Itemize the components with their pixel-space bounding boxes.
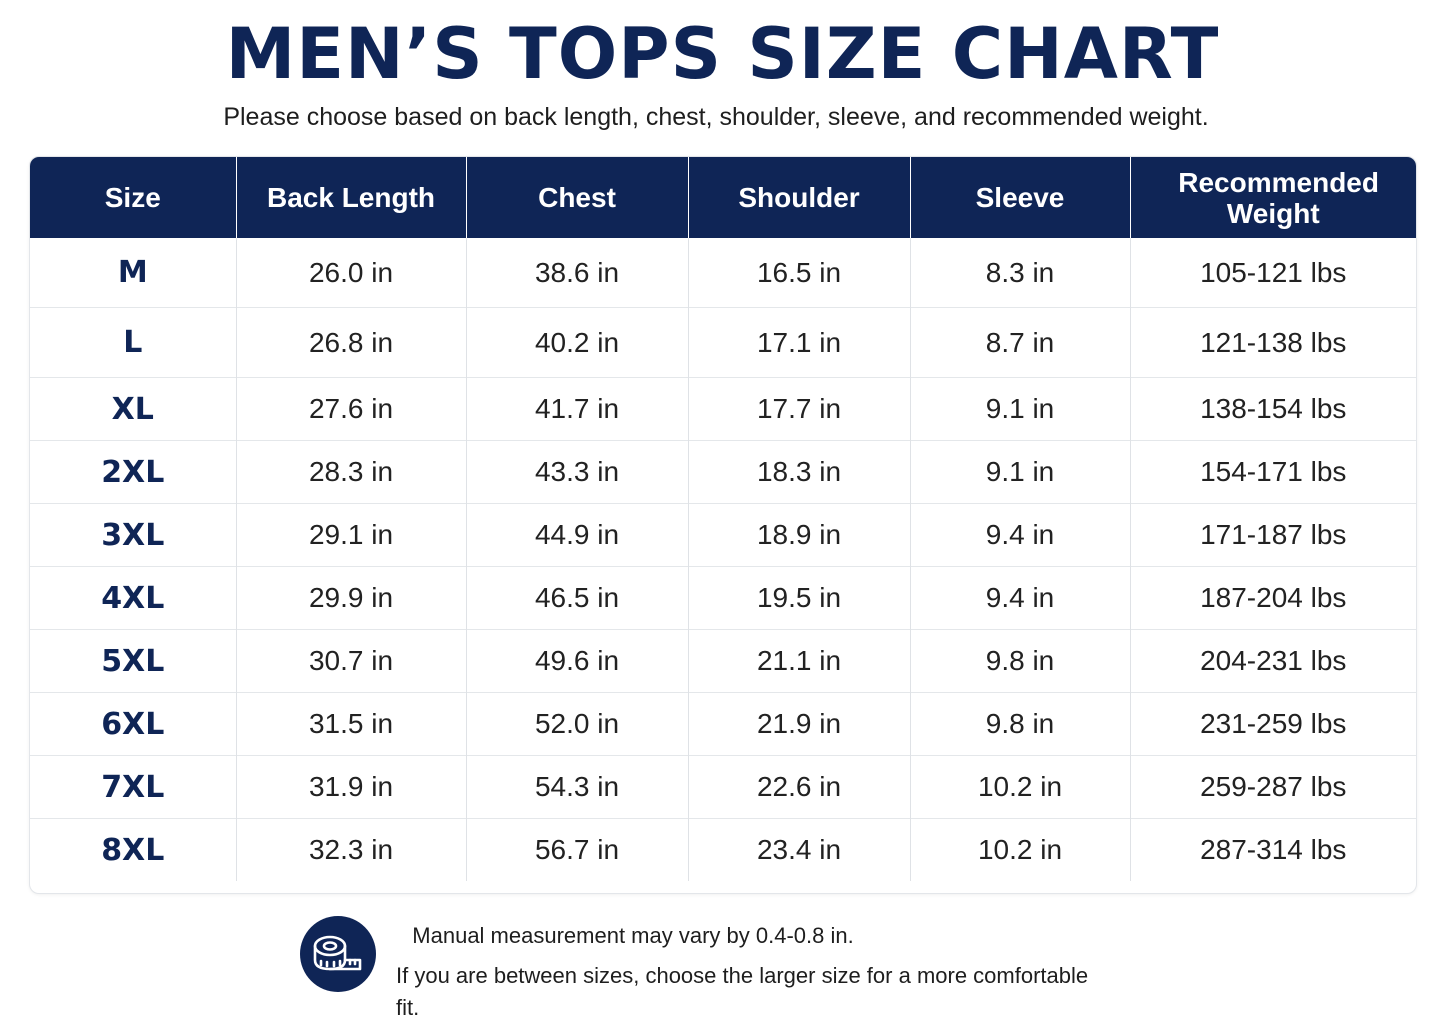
cell-chest: 56.7 in [465, 818, 688, 881]
measurement-note: Manual measurement may vary by 0.4-0.8 i… [412, 923, 854, 948]
cell-recommended-weight: 105-121 lbs [1129, 238, 1416, 308]
cell-size: 8XL [30, 818, 236, 881]
cell-recommended-weight: 231-259 lbs [1129, 692, 1416, 756]
cell-back-length: 26.8 in [235, 307, 466, 378]
table-row: 5XL 30.7 in 49.6 in 21.1 in 9.8 in 204-231 lb… [30, 629, 1416, 693]
cell-back-length: 27.6 in [235, 377, 466, 441]
table-body: M 26.0 in 38.6 in 16.5 in 8.3 in 105-121 lbs L… [30, 238, 1416, 881]
header-sleeve: Sleeve [909, 157, 1130, 238]
cell-recommended-weight: 259-287 lbs [1129, 755, 1416, 819]
cell-back-length: 29.9 in [235, 566, 466, 630]
header-chest: Chest [465, 157, 688, 238]
cell-chest: 54.3 in [465, 755, 688, 819]
header-size: Size [30, 157, 236, 238]
cell-sleeve: 10.2 in [909, 818, 1130, 881]
cell-chest: 41.7 in [465, 377, 688, 441]
cell-shoulder: 16.5 in [687, 238, 910, 308]
cell-sleeve: 9.1 in [909, 377, 1130, 441]
cell-sleeve: 8.3 in [909, 238, 1130, 308]
cell-sleeve: 9.4 in [909, 503, 1130, 567]
header-row: Size Back Length Chest Shoulder Sleeve R… [30, 157, 1416, 238]
cell-recommended-weight: 154-171 lbs [1129, 440, 1416, 504]
cell-sleeve: 9.8 in [909, 692, 1130, 756]
cell-chest: 43.3 in [465, 440, 688, 504]
table-row: 6XL 31.5 in 52.0 in 21.9 in 9.8 in 231-259 lb… [30, 692, 1416, 756]
cell-chest: 44.9 in [465, 503, 688, 567]
table-row: 3XL 29.1 in 44.9 in 18.9 in 9.4 in 171-187 lb… [30, 503, 1416, 567]
cell-size: 5XL [30, 629, 236, 693]
cell-shoulder: 19.5 in [687, 566, 910, 630]
cell-shoulder: 21.9 in [687, 692, 910, 756]
cell-shoulder: 22.6 in [687, 755, 910, 819]
cell-chest: 49.6 in [465, 629, 688, 693]
cell-shoulder: 21.1 in [687, 629, 910, 693]
cell-chest: 38.6 in [465, 238, 688, 308]
cell-size: 4XL [30, 566, 236, 630]
table-row: 2XL 28.3 in 43.3 in 18.3 in 9.1 in 154-171 lb… [30, 440, 1416, 504]
table-row: L 26.8 in 40.2 in 17.1 in 8.7 in 121-138 lbs [30, 307, 1416, 378]
header-back-length: Back Length [235, 157, 466, 238]
cell-size: XL [30, 377, 236, 441]
cell-recommended-weight: 287-314 lbs [1129, 818, 1416, 881]
cell-shoulder: 17.7 in [687, 377, 910, 441]
cell-back-length: 28.3 in [235, 440, 466, 504]
cell-back-length: 32.3 in [235, 818, 466, 881]
size-chart-table: Size Back Length Chest Shoulder Sleeve R… [30, 157, 1416, 881]
cell-size: 7XL [30, 755, 236, 819]
cell-shoulder: 17.1 in [687, 307, 910, 378]
header-recommended-weight-label: Recommended Weight [1178, 166, 1379, 229]
measuring-tape-icon [300, 916, 376, 992]
table-header: Size Back Length Chest Shoulder Sleeve R… [30, 157, 1416, 238]
cell-back-length: 26.0 in [235, 238, 466, 308]
cell-size: L [30, 307, 236, 378]
cell-size: 3XL [30, 503, 236, 567]
cell-chest: 52.0 in [465, 692, 688, 756]
header-shoulder: Shoulder [687, 157, 910, 238]
cell-shoulder: 18.9 in [687, 503, 910, 567]
cell-sleeve: 8.7 in [909, 307, 1130, 378]
cell-sleeve: 9.1 in [909, 440, 1130, 504]
table-row: M 26.0 in 38.6 in 16.5 in 8.3 in 105-121 lbs [30, 238, 1416, 308]
cell-sleeve: 10.2 in [909, 755, 1130, 819]
table-row: 4XL 29.9 in 46.5 in 19.5 in 9.4 in 187-204 lb… [30, 566, 1416, 630]
table-row: 8XL 32.3 in 56.7 in 23.4 in 10.2 in 287-314 l… [30, 818, 1416, 881]
page-title: MEN’S TOPS SIZE CHART [225, 13, 1220, 95]
cell-size: 2XL [30, 440, 236, 504]
cell-recommended-weight: 187-204 lbs [1129, 566, 1416, 630]
cell-chest: 40.2 in [465, 307, 688, 378]
cell-shoulder: 18.3 in [687, 440, 910, 504]
header-recommended-weight: Recommended Weight [1129, 157, 1416, 238]
cell-back-length: 31.9 in [235, 755, 466, 819]
size-chart-table-container: Size Back Length Chest Shoulder Sleeve R… [29, 156, 1417, 894]
cell-sleeve: 9.8 in [909, 629, 1130, 693]
cell-size: M [117, 255, 148, 290]
page-subtitle: Please choose based on back length, ches… [223, 103, 1209, 131]
table-row: 7XL 31.9 in 54.3 in 22.6 in 10.2 in 259-287 l… [30, 755, 1416, 819]
cell-chest: 46.5 in [465, 566, 688, 630]
cell-recommended-weight: 204-231 lbs [1129, 629, 1416, 693]
cell-recommended-weight: 121-138 lbs [1129, 307, 1416, 378]
sizing-advice-note: If you are between sizes, choose the lar… [396, 963, 1089, 1020]
cell-sleeve: 9.4 in [909, 566, 1130, 630]
cell-recommended-weight: 171-187 lbs [1129, 503, 1416, 567]
cell-back-length: 31.5 in [235, 692, 466, 756]
cell-shoulder: 23.4 in [687, 818, 910, 881]
measuring-tape-icon-graphic [313, 935, 362, 971]
cell-back-length: 29.1 in [235, 503, 466, 567]
cell-size: 6XL [30, 692, 236, 756]
table-row: XL 27.6 in 41.7 in 17.7 in 9.1 in 138-154 lbs [30, 377, 1416, 441]
cell-back-length: 30.7 in [235, 629, 466, 693]
cell-recommended-weight: 138-154 lbs [1129, 377, 1416, 441]
